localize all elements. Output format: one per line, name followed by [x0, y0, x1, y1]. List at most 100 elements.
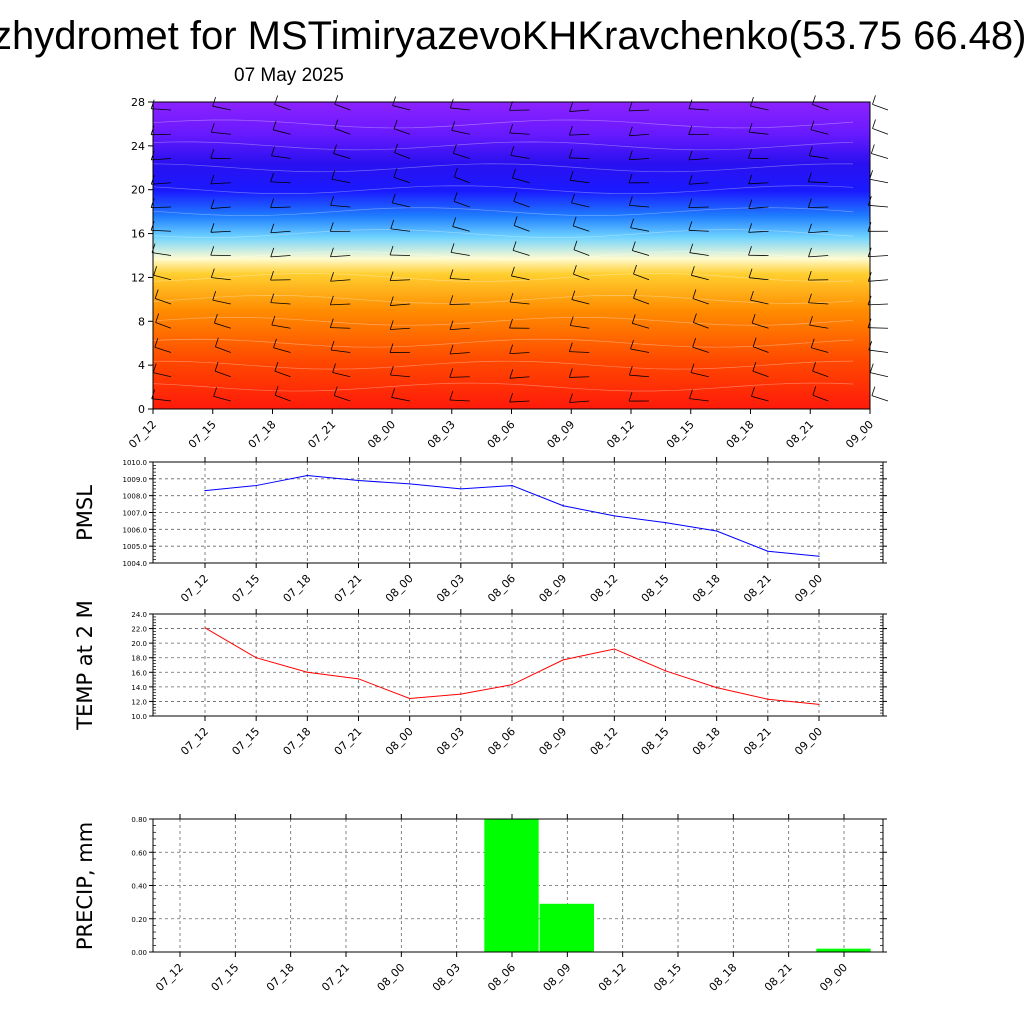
- x-tick-label: 08_06: [485, 961, 518, 994]
- wind-barb: [154, 346, 172, 353]
- wind-barb: [334, 128, 351, 135]
- wind-barb: [510, 154, 530, 159]
- x-tick-label: 08_00: [375, 961, 408, 994]
- wind-barb-flag: [569, 171, 574, 181]
- wind-barb-flag: [334, 95, 339, 105]
- wind-barb: [812, 104, 829, 111]
- wind-barb-flag: [450, 243, 455, 253]
- wind-barb: [748, 230, 769, 233]
- x-tick-label: 07_21: [319, 961, 352, 994]
- wind-barb-flag: [688, 198, 693, 208]
- wind-barb-flag: [693, 313, 697, 323]
- wind-barb: [808, 206, 829, 209]
- wind-barb: [509, 352, 530, 355]
- x-tick-label: 09_00: [792, 572, 825, 605]
- wind-barb-flag: [394, 143, 399, 153]
- y-tick-label: 1009.0: [123, 476, 148, 484]
- wind-barb-flag: [210, 199, 215, 209]
- wind-barb: [512, 249, 530, 256]
- wind-barb: [691, 274, 709, 281]
- wind-barb: [811, 347, 829, 353]
- wind-barb-flag: [628, 365, 633, 376]
- x-tick-label: 08_15: [664, 418, 697, 451]
- wind-barb: [271, 324, 291, 329]
- series-point: [255, 657, 257, 659]
- wind-barb-flag: [509, 369, 514, 379]
- wind-barb: [748, 131, 769, 135]
- contour-line: [152, 316, 854, 326]
- wind-barb-flag: [809, 315, 813, 326]
- x-tick-label: 07_12: [178, 572, 211, 605]
- wind-barb-flag: [210, 246, 215, 256]
- contour-line: [152, 382, 854, 392]
- y-tick-label: 0.00: [131, 949, 147, 957]
- wind-barb-flag: [871, 386, 876, 396]
- x-tick-label: 08_21: [783, 418, 816, 451]
- y-tick-label: 8: [138, 315, 145, 328]
- wind-barb-flag: [389, 365, 394, 376]
- wind-barb-flag: [568, 126, 573, 136]
- wind-barb-flag: [270, 198, 274, 208]
- wind-barb: [452, 226, 470, 232]
- wind-barb-flag: [808, 293, 812, 303]
- wind-barb: [868, 327, 889, 329]
- x-tick-label: 08_06: [485, 572, 518, 605]
- wind-barb-flag: [571, 193, 575, 203]
- wind-barb-flag: [808, 247, 812, 258]
- wind-barb-flag: [273, 338, 277, 348]
- series-point: [306, 474, 308, 477]
- y-axis-label: PMSL: [73, 485, 97, 541]
- series-point: [716, 686, 718, 689]
- wind-barb: [449, 327, 470, 331]
- wind-barb: [872, 103, 889, 111]
- series-point: [409, 483, 411, 485]
- y-tick-label: 1008.0: [123, 493, 148, 501]
- series-point: [818, 555, 820, 557]
- wind-barb-flag: [330, 247, 334, 257]
- wind-barb: [748, 182, 769, 185]
- wind-barb-flag: [688, 99, 693, 109]
- wind-barb-flag: [449, 390, 454, 401]
- wind-barb-flag: [391, 388, 396, 398]
- x-tick-label: 07_21: [332, 572, 365, 605]
- wind-barb-flag: [633, 264, 637, 275]
- x-tick-label: 08_00: [383, 572, 416, 605]
- wind-barb: [809, 324, 829, 329]
- wind-barb-flag: [449, 344, 454, 355]
- series-point: [357, 479, 360, 482]
- y-axis-label: TEMP at 2 M: [73, 600, 97, 731]
- wind-barb: [213, 395, 231, 402]
- x-tick-label: 07_12: [126, 418, 159, 451]
- wind-barb: [688, 108, 709, 111]
- y-tick-label: 1005.0: [123, 543, 148, 551]
- wind-barb-flag: [568, 368, 573, 378]
- wind-barb-flag: [869, 363, 874, 373]
- wind-barb: [569, 133, 590, 136]
- x-tick-label: 08_15: [639, 725, 672, 758]
- wind-barb-flag: [330, 340, 335, 351]
- y-tick-label: 12.0: [131, 698, 147, 706]
- wind-barb: [513, 225, 530, 232]
- wind-barb: [512, 177, 530, 184]
- wind-barb: [629, 204, 650, 208]
- contour-line: [152, 119, 854, 129]
- wind-barb-flag: [630, 339, 634, 350]
- wind-barb: [215, 346, 231, 353]
- wind-barb: [270, 230, 291, 234]
- wind-barb-flag: [688, 150, 693, 161]
- wind-barb-flag: [752, 337, 757, 347]
- wind-barb-flag: [393, 119, 398, 129]
- wind-barb: [211, 131, 231, 135]
- wind-barb: [330, 279, 351, 282]
- wind-barb: [569, 351, 590, 353]
- wind-barb: [509, 301, 530, 305]
- wind-barb: [155, 322, 172, 329]
- wind-barb-flag: [513, 216, 518, 226]
- wind-barb: [868, 204, 889, 208]
- wind-barb: [693, 322, 709, 329]
- wind-barb-flag: [155, 313, 160, 323]
- contour-line: [152, 207, 854, 216]
- wind-barb-flag: [212, 290, 217, 301]
- contour-line: [152, 185, 854, 195]
